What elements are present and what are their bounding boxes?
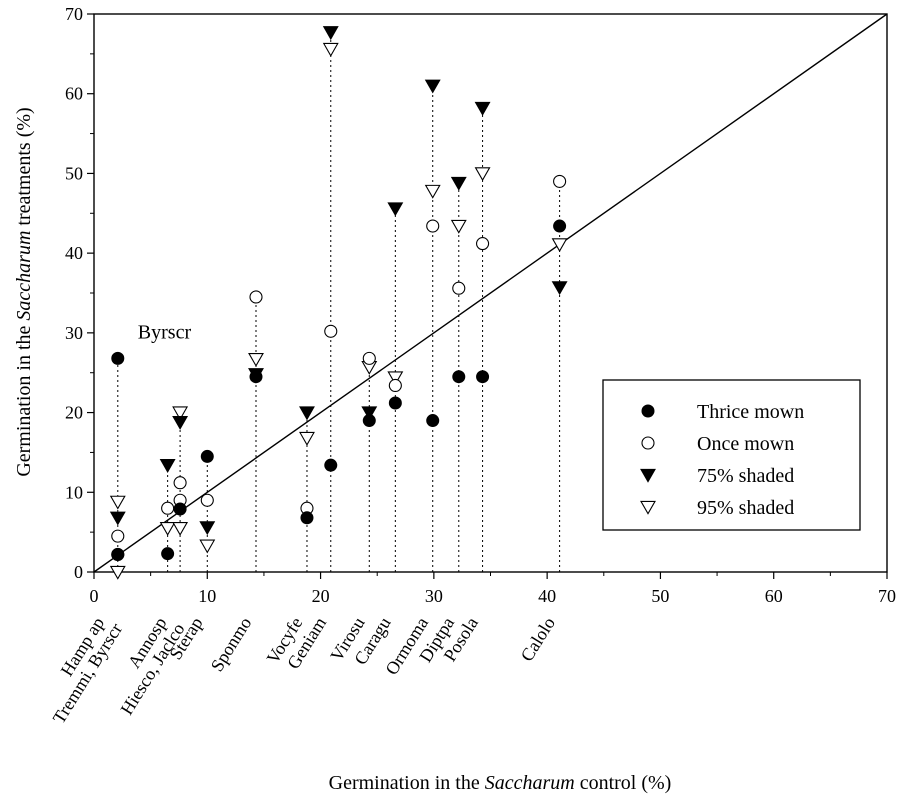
point-thrice-mown — [553, 219, 567, 233]
point-95-shaded — [159, 522, 176, 536]
point-95-shaded — [299, 431, 315, 446]
y-tick-label: 20 — [65, 403, 83, 423]
point-75-shaded — [299, 406, 315, 421]
point-95-shaded — [248, 353, 264, 367]
point-thrice-mown — [161, 547, 175, 561]
x-tick-label: 60 — [765, 586, 783, 606]
y-tick-label: 0 — [74, 562, 83, 582]
point-95-shaded — [109, 565, 126, 580]
legend-marker-75-shaded — [640, 468, 656, 483]
point-95-shaded — [199, 539, 216, 554]
point-75-shaded — [172, 415, 189, 430]
legend-label-once-mown: Once mown — [697, 433, 794, 455]
point-once-mown — [362, 351, 376, 365]
point-95-shaded — [109, 495, 126, 510]
point-once-mown — [249, 290, 263, 304]
point-95-shaded — [424, 184, 441, 199]
y-tick-label: 10 — [65, 482, 83, 502]
point-75-shaded — [199, 521, 216, 536]
y-axis-title: Germination in the Saccharum treatments … — [13, 107, 35, 476]
point-thrice-mown — [300, 511, 314, 525]
x-tick-label: 30 — [425, 586, 443, 606]
legend-label-thrice-mown: Thrice mown — [697, 401, 804, 423]
y-axis: 0 10 20 30 40 50 60 70 — [65, 4, 94, 582]
point-once-mown — [111, 529, 125, 543]
point-75-shaded — [551, 281, 568, 296]
point-95-shaded — [172, 406, 189, 421]
point-75-shaded — [450, 176, 467, 191]
point-thrice-mown — [452, 370, 466, 384]
point-75-shaded — [474, 101, 491, 116]
point-75-shaded — [322, 26, 339, 41]
point-75-shaded — [361, 406, 378, 421]
x-tick-label: 50 — [651, 586, 669, 606]
point-thrice-mown — [362, 414, 376, 428]
point-75-shaded — [109, 511, 126, 526]
legend: Thrice mown Once mown 75% shaded 95% shaded — [602, 379, 861, 531]
x-tick-label: 10 — [198, 586, 216, 606]
point-thrice-mown — [324, 458, 338, 472]
x-tick-label: 20 — [312, 586, 330, 606]
point-thrice-mown — [111, 351, 125, 365]
point-95-shaded — [474, 167, 491, 182]
annotations: Byrscr — [138, 321, 192, 343]
x-tick-label: 0 — [90, 586, 99, 606]
x-axis: 0 10 20 30 40 50 60 70 — [90, 572, 896, 606]
point-once-mown — [161, 501, 175, 515]
point-thrice-mown — [249, 370, 263, 384]
point-95-shaded — [387, 371, 404, 386]
point-thrice-mown — [388, 396, 402, 410]
point-95-shaded — [551, 238, 568, 253]
legend-marker-thrice-mown — [641, 404, 655, 418]
legend-label-75-shaded: 75% shaded — [697, 465, 794, 487]
point-once-mown — [452, 281, 466, 295]
annotation-byrscr: Byrscr — [138, 321, 192, 343]
point-thrice-mown — [173, 502, 187, 516]
y-tick-label: 70 — [65, 4, 83, 24]
data-markers — [109, 26, 568, 580]
point-once-mown — [553, 174, 567, 188]
species-label: Sponmo — [207, 614, 256, 675]
legend-label-95-shaded: 95% shaded — [697, 497, 794, 519]
species-label: Calolo — [517, 614, 559, 665]
legend-marker-95-shaded — [640, 500, 656, 515]
point-once-mown — [426, 219, 440, 233]
point-once-mown — [200, 493, 214, 507]
point-once-mown — [173, 476, 187, 490]
dotted-drop-lines — [117, 32, 561, 572]
point-95-shaded — [172, 522, 189, 536]
point-95-shaded — [450, 219, 467, 234]
x-tick-label: 70 — [878, 586, 896, 606]
x-tick-label: 40 — [538, 586, 556, 606]
point-thrice-mown — [476, 370, 490, 384]
point-once-mown — [388, 378, 402, 393]
y-tick-label: 30 — [65, 323, 83, 343]
y-tick-label: 60 — [65, 84, 83, 104]
one-to-one-reference-line — [93, 13, 888, 573]
y-tick-label: 40 — [65, 243, 83, 263]
x-axis-title: Germination in the Saccharum control (%) — [329, 772, 672, 794]
point-thrice-mown — [426, 414, 440, 428]
point-thrice-mown — [200, 449, 214, 463]
point-once-mown — [476, 237, 490, 251]
point-75-shaded — [387, 202, 404, 217]
y-tick-label: 50 — [65, 163, 83, 183]
point-thrice-mown — [111, 547, 125, 561]
point-75-shaded — [159, 459, 176, 473]
point-95-shaded — [322, 42, 339, 57]
point-once-mown — [324, 324, 338, 338]
legend-marker-once-mown — [641, 436, 655, 450]
point-75-shaded — [424, 79, 441, 94]
